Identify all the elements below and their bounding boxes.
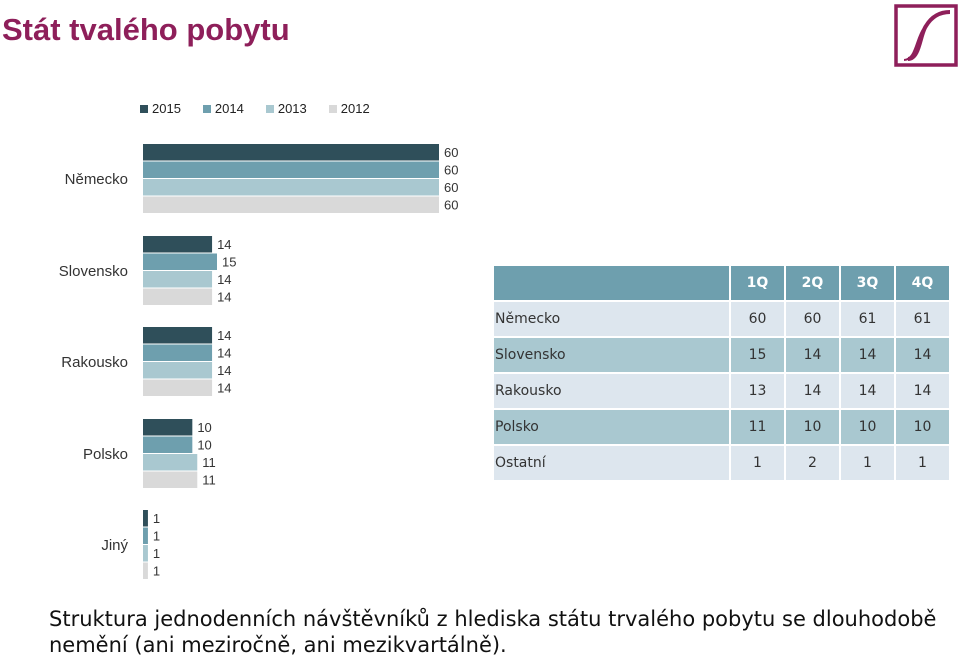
bar-2012-Jiný <box>143 562 148 579</box>
data-label: 11 <box>202 473 216 488</box>
bar-2015-Německo <box>143 144 439 161</box>
bar-2014-Rakousko <box>143 344 213 361</box>
table-row-label: Polsko <box>494 410 729 444</box>
legend-item-2014: 2014 <box>202 101 244 116</box>
table-cell: 10 <box>841 410 894 444</box>
legend-item-2013: 2013 <box>265 101 307 116</box>
bar-2014-Německo <box>143 161 439 178</box>
category-label: Rakousko <box>61 354 128 371</box>
bar-2013-Polsko <box>143 454 198 471</box>
bar-2012-Rakousko <box>143 379 213 396</box>
data-label: 14 <box>217 272 231 287</box>
table-cell: 14 <box>841 338 894 372</box>
table-cell: 60 <box>731 302 784 336</box>
data-label: 1 <box>153 529 160 544</box>
legend-swatch <box>202 104 211 113</box>
legend-swatch <box>140 104 148 113</box>
table-cell: 13 <box>731 374 784 408</box>
table-cell: 61 <box>841 302 894 336</box>
table-row-label: Německo <box>494 302 729 336</box>
data-label: 60 <box>444 145 458 160</box>
category-label: Německo <box>65 171 128 188</box>
bar-2015-Jiný <box>143 510 148 527</box>
data-label: 1 <box>153 564 160 579</box>
legend-label: 2015 <box>152 101 181 116</box>
bar-2014-Slovensko <box>143 253 217 270</box>
table-header-q3: 3Q <box>841 266 894 300</box>
data-label: 1 <box>153 511 160 526</box>
bar-2014-Polsko <box>143 436 193 453</box>
legend-swatch <box>265 104 274 113</box>
table-header-q4: 4Q <box>896 266 949 300</box>
table-row: Polsko 11 10 10 10 <box>494 410 949 444</box>
legend-label: 2013 <box>277 101 307 116</box>
table-cell: 1 <box>731 446 784 480</box>
bar-2015-Slovensko <box>143 236 213 253</box>
table-header-q2: 2Q <box>786 266 839 300</box>
bar-2012-Polsko <box>143 471 198 488</box>
table-cell: 15 <box>731 338 784 372</box>
category-label: Jiný <box>101 537 128 554</box>
table-row-label: Rakousko <box>494 374 729 408</box>
table-row: Slovensko 15 14 14 14 <box>494 338 949 372</box>
table-cell: 60 <box>786 302 839 336</box>
table-row-label: Ostatní <box>494 446 729 480</box>
bar-2015-Rakousko <box>143 327 213 344</box>
legend-item-2012: 2012 <box>328 101 370 116</box>
table-cell: 61 <box>896 302 949 336</box>
quarterly-table: 1Q 2Q 3Q 4Q Německo 60 60 61 61 Slovensk… <box>492 264 951 482</box>
logo-icon <box>894 4 958 67</box>
bar-2014-Jiný <box>143 527 148 544</box>
bar-2012-Německo <box>143 196 439 213</box>
data-label: 14 <box>217 381 231 396</box>
data-label: 11 <box>202 455 216 470</box>
chart-legend: 2015 2014 2013 2012 <box>140 101 392 116</box>
table-row: Ostatní 1 2 1 1 <box>494 446 949 480</box>
table-corner-cell <box>494 266 729 300</box>
bar-2015-Polsko <box>143 419 193 436</box>
page-title: Stát tvalého pobytu <box>2 12 290 47</box>
bar-2013-Rakousko <box>143 362 213 379</box>
legend-swatch <box>328 104 337 113</box>
bar-2013-Jiný <box>143 545 148 562</box>
table-cell: 2 <box>786 446 839 480</box>
table-cell: 11 <box>731 410 784 444</box>
legend-item-2015: 2015 <box>140 101 181 116</box>
table-row: Rakousko 13 14 14 14 <box>494 374 949 408</box>
table-cell: 1 <box>841 446 894 480</box>
table-row-label: Slovensko <box>494 338 729 372</box>
table-cell: 14 <box>841 374 894 408</box>
data-label: 60 <box>444 180 458 195</box>
table-header-q1: 1Q <box>731 266 784 300</box>
data-label: 14 <box>217 237 231 252</box>
table-cell: 10 <box>896 410 949 444</box>
data-label: 14 <box>217 290 231 305</box>
table-cell: 1 <box>896 446 949 480</box>
table-cell: 14 <box>896 338 949 372</box>
category-label: Polsko <box>83 446 128 463</box>
table-cell: 14 <box>896 374 949 408</box>
legend-label: 2014 <box>214 101 244 116</box>
bar-2013-Slovensko <box>143 271 213 288</box>
data-label: 14 <box>217 363 231 378</box>
table-row: Německo 60 60 61 61 <box>494 302 949 336</box>
caption-text: Struktura jednodenních návštěvníků z hle… <box>49 607 937 657</box>
data-label: 15 <box>222 255 236 270</box>
table-header-row: 1Q 2Q 3Q 4Q <box>494 266 949 300</box>
bar-2012-Slovensko <box>143 288 213 305</box>
category-label: Slovensko <box>59 263 128 280</box>
data-label: 1 <box>153 546 160 561</box>
data-label: 14 <box>217 346 231 361</box>
data-label: 10 <box>197 420 211 435</box>
table-cell: 14 <box>786 374 839 408</box>
table-cell: 14 <box>786 338 839 372</box>
legend-label: 2012 <box>340 101 370 116</box>
bar-chart: Německo 60 60 60 60 Slovensko 14 15 14 14 Rakousko… <box>59 144 458 579</box>
bar-2013-Německo <box>143 179 439 196</box>
data-label: 14 <box>217 328 231 343</box>
data-label: 60 <box>444 198 458 213</box>
data-label: 60 <box>444 163 458 178</box>
data-label: 10 <box>197 438 211 453</box>
table-cell: 10 <box>786 410 839 444</box>
